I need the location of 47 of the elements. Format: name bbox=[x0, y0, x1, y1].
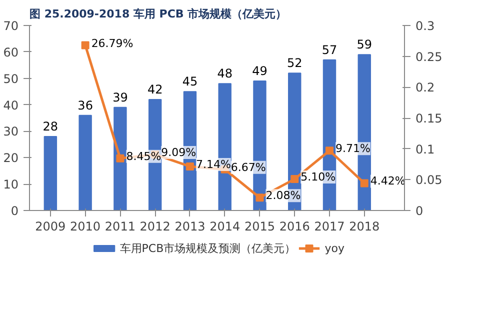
data-label: 5.10% bbox=[300, 170, 336, 184]
y-tick-label: 20 bbox=[3, 151, 19, 166]
y2-tick-label: 0.2 bbox=[416, 80, 435, 95]
x-tick-label: 2014 bbox=[210, 220, 240, 234]
data-label: 45 bbox=[182, 74, 198, 89]
y2-tick-label: 0 bbox=[416, 204, 424, 218]
data-label: 26.79% bbox=[91, 36, 134, 50]
y-tick-label: 50 bbox=[3, 72, 19, 86]
data-label: 6.67% bbox=[230, 160, 266, 174]
data-label: 8.45% bbox=[126, 150, 162, 163]
x-tick-label: 2015 bbox=[244, 220, 276, 234]
data-label: 59 bbox=[356, 38, 372, 52]
chart-title: 图 25.2009-2018 车用 PCB 市场规模（亿美元） bbox=[30, 8, 287, 20]
x-tick-label: 2017 bbox=[314, 220, 345, 234]
data-label: 7.14% bbox=[196, 158, 231, 171]
data-label: 57 bbox=[322, 42, 338, 57]
data-label: 9.09% bbox=[161, 146, 196, 159]
y-tick-label: 60 bbox=[3, 45, 19, 60]
y-tick-label: 70 bbox=[3, 19, 19, 33]
x-tick-label: 2018 bbox=[349, 220, 380, 234]
data-label: 36 bbox=[78, 98, 93, 112]
x-tick-label: 2009 bbox=[35, 220, 66, 234]
data-label: 42 bbox=[147, 82, 163, 96]
y2-tick-label: 0.1 bbox=[416, 142, 435, 156]
data-label: 9.71% bbox=[336, 142, 370, 156]
x-tick-label: 2013 bbox=[174, 220, 206, 234]
y-tick-label: 30 bbox=[3, 124, 19, 139]
x-tick-label: 2016 bbox=[279, 220, 310, 234]
data-label: 48 bbox=[217, 66, 232, 81]
data-label: 39 bbox=[112, 90, 128, 104]
legend-label: 车用PCB市场规模及预测（亿美元） bbox=[120, 242, 296, 255]
y-tick-label: 40 bbox=[3, 98, 19, 112]
y2-tick-label: 0.15 bbox=[416, 112, 442, 126]
x-tick-label: 2012 bbox=[140, 220, 170, 234]
data-label: 52 bbox=[286, 56, 302, 70]
x-tick-label: 2011 bbox=[104, 220, 136, 234]
y2-tick-label: 0.05 bbox=[416, 173, 442, 188]
y2-tick-label: 0.25 bbox=[416, 50, 442, 64]
legend-label: yoy bbox=[324, 242, 345, 255]
data-label: 49 bbox=[252, 64, 268, 78]
data-label: 28 bbox=[42, 120, 58, 134]
y-tick-label: 0 bbox=[10, 204, 19, 218]
y2-tick-label: 0.3 bbox=[416, 19, 435, 33]
data-label: 2.08% bbox=[266, 189, 301, 202]
x-tick-label: 2010 bbox=[70, 220, 101, 234]
y-tick-label: 10 bbox=[3, 178, 19, 192]
data-label: 4.42% bbox=[370, 174, 406, 188]
